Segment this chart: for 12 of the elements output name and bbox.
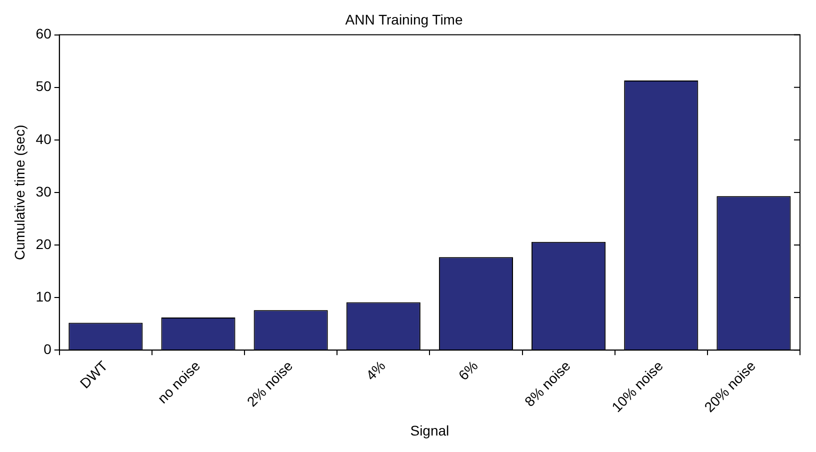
y-tick-label: 0 (44, 340, 52, 357)
y-tick-label: 50 (36, 78, 52, 94)
y-tick-label: 20 (36, 236, 52, 252)
y-axis-title: Cumulative time (sec) (11, 124, 28, 260)
y-tick-label: 40 (36, 130, 52, 147)
x-tick-label: 6% (455, 358, 481, 384)
x-tick-label: 4% (362, 358, 388, 384)
chart-title: ANN Training Time (345, 11, 463, 28)
x-axis-title: Signal (410, 422, 450, 438)
y-tick-label: 60 (36, 26, 52, 42)
y-tick-label: 10 (36, 288, 52, 304)
y-tick-label: 30 (36, 183, 52, 200)
